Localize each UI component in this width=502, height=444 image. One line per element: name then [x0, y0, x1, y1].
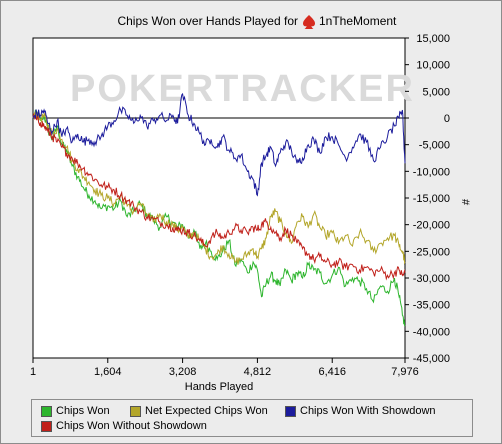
x-tick-label: 4,812: [244, 366, 272, 378]
x-tick-label: 7,976: [391, 366, 419, 378]
series-line-2: [32, 112, 406, 281]
legend: Chips Won Net Expected Chips Won Chips W…: [31, 399, 473, 437]
y-tick-label: -40,000: [413, 326, 450, 338]
x-axis-label: Hands Played: [185, 381, 254, 393]
legend-item-chips-won[interactable]: Chips Won: [41, 405, 110, 417]
y-tick-label: 15,000: [416, 33, 450, 45]
y-tick-label: 5,000: [422, 86, 450, 98]
y-tick-label: 10,000: [416, 60, 450, 72]
legend-label: Chips Won: [56, 405, 110, 417]
legend-label: Net Expected Chips Won: [145, 405, 268, 417]
legend-item-without-showdown[interactable]: Chips Won Without Showdown: [41, 420, 207, 432]
series-line-1: [32, 111, 406, 265]
legend-item-net-expected[interactable]: Net Expected Chips Won: [130, 405, 268, 417]
series-line-3: [32, 92, 406, 197]
legend-swatch: [41, 420, 52, 432]
legend-swatch: [285, 405, 296, 417]
legend-label: Chips Won Without Showdown: [56, 420, 207, 432]
legend-swatch: [41, 405, 52, 417]
x-tick-label: 1,604: [94, 366, 122, 378]
legend-item-with-showdown[interactable]: Chips Won With Showdown: [285, 405, 436, 417]
y-tick-label: -30,000: [413, 273, 450, 285]
y-tick-label: -15,000: [413, 193, 450, 205]
y-tick-label: -5,000: [419, 140, 450, 152]
x-tick-label: 6,416: [318, 366, 346, 378]
y-tick-label: -35,000: [413, 300, 450, 312]
pokertracker-watermark: POKERTRACKER: [70, 68, 415, 110]
y-tick-label: -25,000: [413, 246, 450, 258]
chips-chart: Chips Won over Hands Played for 1nTheMom…: [30, 14, 471, 393]
chart-title: Chips Won over Hands Played for: [117, 14, 298, 28]
series-lines: [32, 92, 406, 327]
player-name: 1nTheMoment: [319, 14, 397, 28]
y-tick-label: -10,000: [413, 166, 450, 178]
y-tick-label: 0: [444, 113, 450, 125]
y-tick-label: -45,000: [413, 353, 450, 365]
x-tick-label: 1: [30, 366, 36, 378]
y-axis-ticks: 15,000 10,000 5,000 0 -5,000 -10,000 -15,000 -2…: [405, 33, 450, 365]
plot-area: [32, 37, 406, 359]
series-line-0: [32, 109, 406, 327]
legend-swatch: [130, 405, 141, 417]
x-tick-label: 3,208: [169, 366, 197, 378]
pokertracker-logo-icon: [303, 15, 315, 29]
x-axis-ticks: 1 1,604 3,208 4,812 6,416 7,976: [30, 358, 419, 378]
y-axis-label: #: [459, 199, 471, 206]
y-tick-label: -20,000: [413, 220, 450, 232]
legend-label: Chips Won With Showdown: [300, 405, 436, 417]
